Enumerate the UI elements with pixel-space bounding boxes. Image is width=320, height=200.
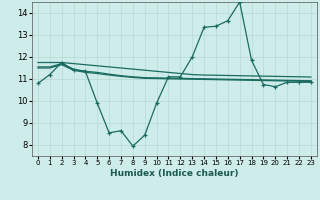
X-axis label: Humidex (Indice chaleur): Humidex (Indice chaleur) [110,169,239,178]
